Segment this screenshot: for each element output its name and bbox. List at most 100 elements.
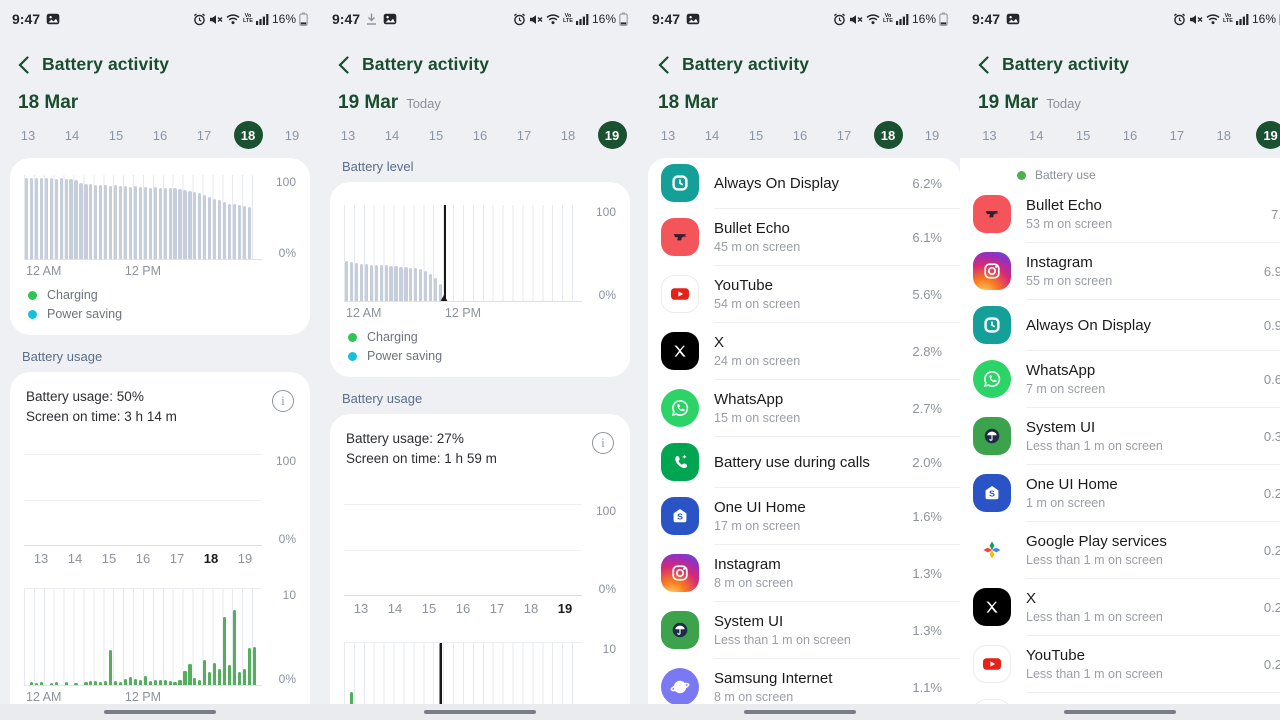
app-row[interactable]: Instagram 55 m on screen 6.9 [960,243,1280,299]
oneui-home-icon: S [973,474,1011,512]
row-divider [1026,299,1280,300]
page-title: Battery activity [362,54,490,74]
day-tab-17[interactable]: 17 [516,127,532,143]
app-usage-time: Less than 1 m on screen [1026,553,1163,567]
day-tab-19[interactable]: 19 [1256,121,1280,149]
app-row[interactable]: S One UI Home 17 m on screen 1.6% [648,488,960,544]
app-row[interactable]: WhatsApp 15 m on screen 2.7% [648,380,960,436]
day-tab-16[interactable]: 16 [152,127,168,143]
samsung-internet-icon [661,668,699,706]
chart-bar [109,649,113,685]
chart-bar [128,676,133,685]
day-tab-19[interactable]: 19 [284,127,300,143]
chart-bar [143,186,147,259]
app-row[interactable]: WhatsApp 7 m on screen 0.6 [960,351,1280,407]
app-row[interactable]: Battery use during calls 2.0% [648,437,960,487]
chart-bar [399,267,403,301]
clock-time: 9:47 [972,11,1001,27]
day-tab-19[interactable]: 19 [597,121,627,149]
app-row[interactable]: X 24 m on screen 2.8% [648,323,960,379]
day-tab-17[interactable]: 17 [196,127,212,143]
chart-bar [193,677,197,685]
chart-bar [198,193,202,259]
app-row[interactable]: YouTube Less than 1 m on screen 0.2 [960,636,1280,692]
battery-use-legend: Battery use [960,158,1280,186]
back-button[interactable] [18,55,29,74]
row-divider [1026,578,1280,579]
gesture-handle[interactable] [744,710,856,714]
day-tab-15[interactable]: 15 [1075,127,1091,143]
day-tab-19[interactable]: 19 [924,127,940,143]
day-tab-15[interactable]: 15 [748,127,764,143]
day-tab-15[interactable]: 15 [108,127,124,143]
day-tab-17[interactable]: 17 [836,127,852,143]
app-row[interactable]: Bullet Echo 45 m on screen 6.1% [648,209,960,265]
app-row[interactable]: X Less than 1 m on screen 0.2 [960,579,1280,635]
app-row[interactable]: Samsung Internet 8 m on screen 1.1% [648,659,960,715]
row-divider [1026,635,1280,636]
chart-bar [158,679,162,685]
day-tab-15[interactable]: 15 [428,127,444,143]
day-tab-18[interactable]: 18 [560,127,576,143]
chart-bar [163,679,167,685]
day-tab-14[interactable]: 14 [1029,127,1044,143]
day-tab-18[interactable]: 18 [233,121,263,149]
battery-usage-card: Battery usage: 50% Screen on time: 3 h 1… [10,372,310,720]
app-row[interactable]: Always On Display 6.2% [648,158,960,208]
day-tab-14[interactable]: 14 [704,127,720,143]
chart-bar [247,206,251,259]
chart-bar [223,201,227,259]
chart-bar [148,187,152,259]
day-tab-16[interactable]: 16 [472,127,488,143]
chart-bar [34,682,38,685]
app-percent: 1.1% [912,679,942,695]
app-row[interactable]: S One UI Home 1 m on screen 0.2 [960,465,1280,521]
app-row[interactable]: System UI Less than 1 m on screen 1.3% [648,602,960,658]
chart-bar [404,267,408,301]
back-button[interactable] [978,55,989,74]
day-tab-13[interactable]: 13 [660,127,676,143]
chart-bar [94,185,98,259]
chart-bar [114,185,118,259]
gesture-handle[interactable] [104,710,216,714]
chart-bar [148,680,152,685]
app-row[interactable]: Always On Display 0.9 [960,300,1280,350]
app-row[interactable]: System UI Less than 1 m on screen 0.3 [960,408,1280,464]
chart-bar [237,672,242,685]
app-row[interactable]: Bullet Echo 53 m on screen 7. [960,186,1280,242]
info-button[interactable]: i [592,432,614,454]
daily-label-14: 14 [67,550,83,566]
day-tab-16[interactable]: 16 [1122,127,1138,143]
chart-bar [163,187,167,259]
back-button[interactable] [338,55,349,74]
legend-dot [348,351,357,361]
gesture-handle[interactable] [1064,710,1176,714]
chart-bar [394,266,398,301]
wifi-icon [866,13,880,25]
app-row[interactable]: Instagram 8 m on screen 1.3% [648,545,960,601]
day-tab-14[interactable]: 14 [64,127,80,143]
day-tab-16[interactable]: 16 [792,127,808,143]
info-button[interactable]: i [272,390,294,412]
day-tab-13[interactable]: 13 [20,127,36,143]
day-tab-18[interactable]: 18 [1216,127,1231,143]
app-name: Always On Display [1026,316,1152,334]
day-tab-17[interactable]: 17 [1169,127,1185,143]
today-badge: Today [1046,96,1081,111]
app-name: Bullet Echo [1026,197,1102,214]
gesture-handle[interactable] [424,710,536,714]
selected-date: 19 Mar [978,92,1039,113]
app-row[interactable]: YouTube 54 m on screen 5.6% [648,266,960,322]
chart-bar [54,179,58,259]
app-row[interactable]: Google Play services Less than 1 m on scr… [960,522,1280,578]
chart-bar [138,679,142,685]
day-tab-14[interactable]: 14 [384,127,400,143]
battery-icon [619,12,628,26]
day-tab-18[interactable]: 18 [873,121,903,149]
chart-bar [213,198,217,259]
back-button[interactable] [658,55,669,74]
day-tab-13[interactable]: 13 [982,127,997,143]
app-usage-list: Battery use Bullet Echo 53 m on screen 7. I… [960,158,1280,720]
day-tab-13[interactable]: 13 [340,127,356,143]
chart-bar [99,185,103,259]
